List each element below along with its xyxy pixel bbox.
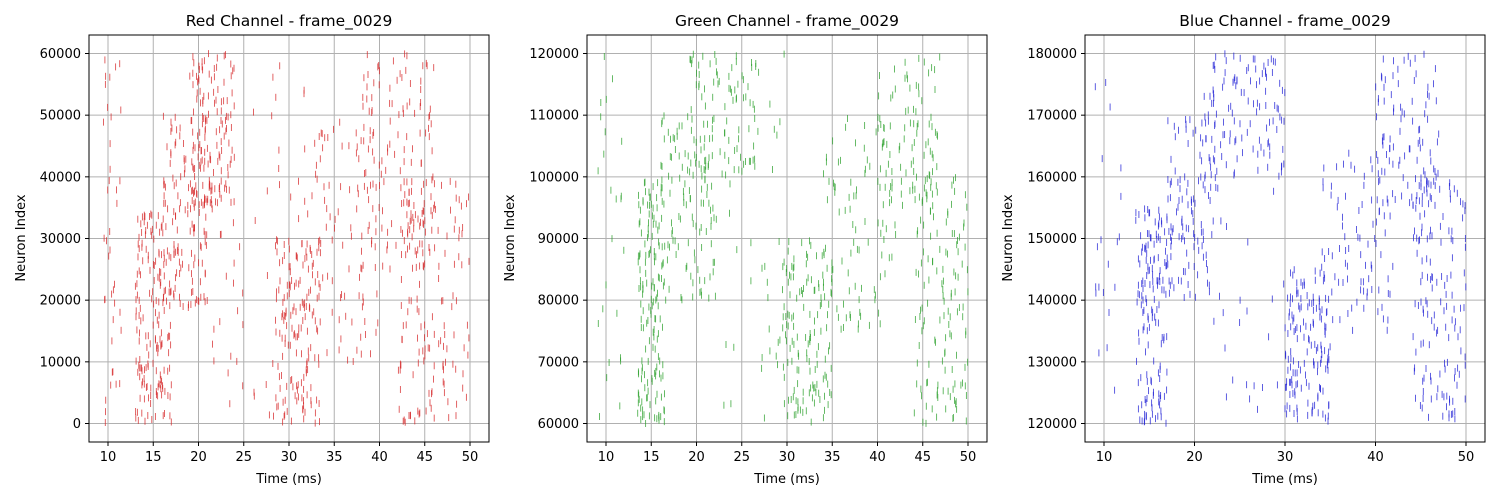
x-tick-label: 10 — [598, 450, 615, 465]
y-axis-label: Neuron Index — [503, 194, 518, 281]
y-tick-label: 140000 — [1027, 294, 1077, 309]
x-tick-label: 50 — [960, 450, 977, 465]
x-axis-label: Time (ms) — [753, 472, 820, 487]
y-tick-label: 50000 — [40, 109, 81, 124]
y-tick-label: 20000 — [40, 294, 81, 309]
x-tick-label: 40 — [371, 450, 388, 465]
x-tick-label: 15 — [643, 450, 660, 465]
x-tick-label: 40 — [1367, 450, 1384, 465]
y-tick-label: 120000 — [1027, 417, 1077, 432]
panel-blue: Blue Channel - frame_0029 Time (ms) Neur… — [1001, 12, 1486, 487]
x-tick-label: 25 — [733, 450, 750, 465]
y-tick-label: 40000 — [40, 170, 81, 185]
panel-title: Blue Channel - frame_0029 — [1179, 12, 1390, 31]
x-tick-label: 20 — [688, 450, 705, 465]
y-tick-label: 90000 — [538, 232, 579, 247]
x-tick-label: 45 — [914, 450, 931, 465]
y-tick-label: 110000 — [529, 109, 579, 124]
y-tick-label: 80000 — [538, 294, 579, 309]
x-tick-label: 20 — [190, 450, 207, 465]
panel-green: Green Channel - frame_0029 Time (ms) Neu… — [503, 12, 988, 487]
x-tick-label: 50 — [1458, 450, 1475, 465]
y-tick-label: 100000 — [529, 170, 579, 185]
x-tick-label: 10 — [100, 450, 117, 465]
y-axis-label: Neuron Index — [1001, 194, 1016, 281]
y-tick-label: 70000 — [538, 355, 579, 370]
y-tick-label: 130000 — [1027, 355, 1077, 370]
x-tick-label: 40 — [869, 450, 886, 465]
x-tick-label: 20 — [1186, 450, 1203, 465]
x-tick-label: 30 — [281, 450, 298, 465]
x-axis-label: Time (ms) — [1251, 472, 1318, 487]
x-tick-label: 30 — [1277, 450, 1294, 465]
panel-red: Red Channel - frame_0029 Time (ms) Neuro… — [14, 12, 490, 487]
y-tick-label: 150000 — [1027, 232, 1077, 247]
y-tick-label: 10000 — [40, 355, 81, 370]
x-tick-label: 35 — [824, 450, 841, 465]
y-tick-label: 60000 — [40, 47, 81, 62]
x-tick-label: 15 — [145, 450, 162, 465]
x-tick-label: 25 — [235, 450, 252, 465]
x-tick-label: 50 — [462, 450, 479, 465]
x-tick-label: 45 — [416, 450, 433, 465]
x-tick-label: 30 — [779, 450, 796, 465]
y-tick-label: 170000 — [1027, 109, 1077, 124]
x-tick-label: 35 — [326, 450, 343, 465]
y-axis-label: Neuron Index — [14, 194, 29, 281]
y-tick-label: 30000 — [40, 232, 81, 247]
y-tick-label: 120000 — [529, 47, 579, 62]
y-tick-label: 180000 — [1027, 47, 1077, 62]
y-tick-label: 0 — [73, 417, 81, 432]
x-tick-label: 10 — [1096, 450, 1113, 465]
panel-title: Green Channel - frame_0029 — [675, 12, 899, 31]
y-tick-label: 60000 — [538, 417, 579, 432]
y-tick-label: 160000 — [1027, 170, 1077, 185]
panel-title: Red Channel - frame_0029 — [186, 12, 393, 31]
x-axis-label: Time (ms) — [255, 472, 322, 487]
